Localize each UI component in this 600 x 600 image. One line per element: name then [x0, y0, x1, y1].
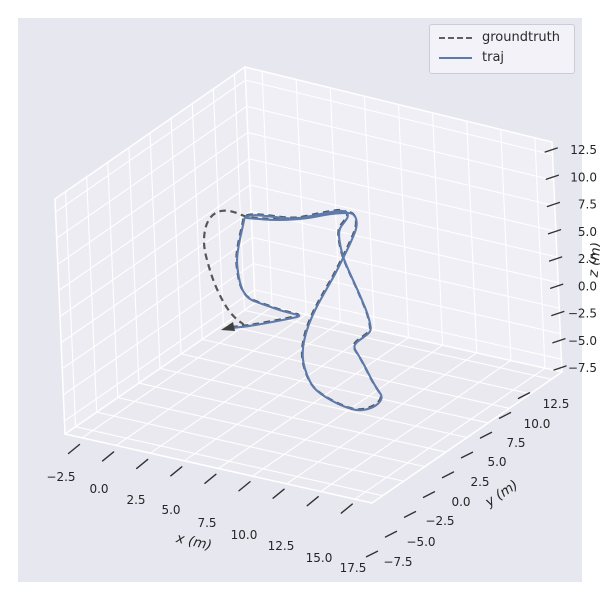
x-tick-label: 15.0 [306, 551, 333, 565]
pane-edge [64, 302, 256, 435]
z-tick-label: −5.0 [568, 334, 597, 348]
y-tick-label: 5.0 [487, 455, 506, 469]
y-tick-label: 2.5 [470, 475, 489, 489]
x-tick-mark [272, 488, 285, 499]
y-tick-label: 7.5 [506, 436, 525, 450]
grid-line [243, 309, 552, 380]
x-tick-mark [67, 443, 81, 455]
x-tick-label: 17.5 [340, 561, 367, 575]
legend-item-groundtruth: groundtruth [439, 30, 564, 45]
z-tick-label: 12.5 [570, 143, 597, 157]
x-tick-label: 12.5 [268, 539, 295, 553]
y-tick-label: 10.0 [524, 417, 551, 431]
y-tick-label: −2.5 [425, 514, 454, 528]
y-tick-mark [403, 510, 417, 518]
grid-line [86, 176, 98, 413]
x-tick-label: −2.5 [46, 470, 75, 484]
legend-label-traj: traj [482, 50, 505, 66]
grid-line [534, 137, 546, 369]
x-tick-mark [135, 458, 149, 470]
y-tick-label: 12.5 [543, 397, 570, 411]
z-tick-label: 2.5 [578, 252, 597, 266]
x-tick-mark [340, 503, 353, 514]
y-tick-label: −7.5 [383, 555, 412, 569]
z-tick-mark [546, 201, 561, 208]
z-tick-label: 10.0 [570, 170, 597, 184]
z-tick-mark [552, 338, 566, 344]
y-tick-mark [422, 491, 436, 499]
x-tick-mark [101, 451, 115, 462]
pane-edge [244, 66, 256, 304]
z-tick-label: −2.5 [568, 307, 597, 321]
x-tick-label: 2.5 [126, 493, 145, 507]
y-tick-mark [441, 471, 455, 479]
grid-line [500, 128, 512, 362]
grid-line [222, 324, 531, 395]
z-tick-label: 7.5 [578, 198, 597, 212]
grid-line [354, 367, 546, 500]
trajectory-start-arrow [221, 322, 235, 331]
z-tick-mark [544, 147, 558, 153]
grid-line [253, 289, 562, 360]
z-tick-mark [545, 174, 559, 180]
traj-solid-line-swatch [439, 57, 472, 60]
y-tick-mark [365, 550, 379, 558]
y-tick-mark [498, 411, 512, 419]
grid-line [65, 191, 77, 428]
legend: groundtruth traj [429, 24, 575, 74]
x-tick-label: 5.0 [161, 503, 180, 517]
y-tick-mark [479, 431, 493, 439]
pane-edge [371, 371, 563, 504]
x-tick-mark [204, 473, 217, 484]
grid-line [63, 289, 255, 422]
y-tick-mark [384, 530, 398, 538]
x-tick-label: 7.5 [197, 516, 216, 530]
y-tick-mark [517, 392, 531, 400]
pane-edge [64, 433, 373, 504]
pane-edge [254, 302, 563, 373]
traj-line [230, 209, 383, 412]
z-tick-mark [547, 229, 562, 235]
x-tick-mark [170, 466, 183, 477]
legend-label-groundtruth: groundtruth [482, 30, 561, 45]
x-tick-mark [306, 495, 319, 507]
x-axis-label: x (m) [174, 530, 214, 554]
pane-edge [54, 66, 246, 200]
x-tick-label: 10.0 [231, 528, 258, 542]
legend-item-traj: traj [439, 50, 564, 66]
z-tick-mark [548, 256, 563, 262]
z-axis-label: z (m) [585, 241, 600, 278]
z-tick-mark [551, 310, 565, 317]
x-tick-mark [238, 481, 251, 492]
z-tick-mark [550, 283, 564, 289]
groundtruth-dashed-line-swatch [439, 37, 472, 40]
pane-edge [551, 141, 563, 373]
z-tick-label: 0.0 [578, 279, 597, 293]
x-tick-label: 0.0 [89, 482, 108, 496]
pane-edge [54, 198, 66, 435]
y-tick-mark [460, 451, 474, 459]
pane-edge [244, 66, 553, 143]
z-tick-mark [553, 365, 567, 371]
z-tick-label: −7.5 [568, 361, 597, 375]
z-tick-label: 5.0 [578, 225, 597, 239]
y-tick-label: −5.0 [406, 535, 435, 549]
y-tick-label: 0.0 [451, 495, 470, 509]
